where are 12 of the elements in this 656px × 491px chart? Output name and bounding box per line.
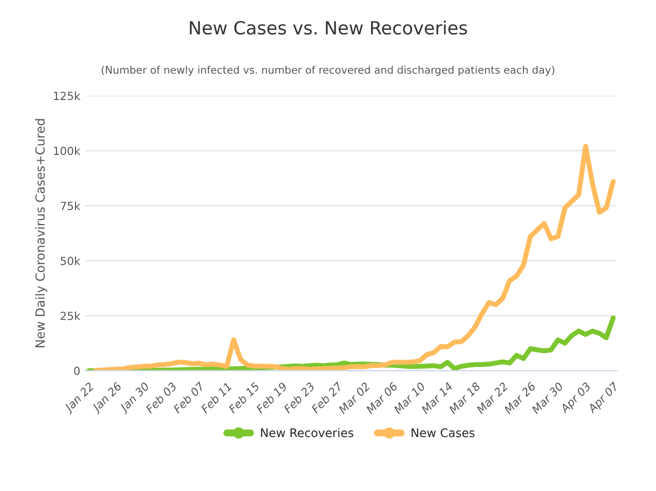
chart-title: New Cases vs. New Recoveries (190, 20, 467, 35)
y-tick-label: 50k (60, 256, 80, 266)
y-tick-label: 25k (60, 311, 80, 320)
chart-subtitle: (Number of newly infected vs. number of recovered and discharged patients each day) (102, 66, 554, 76)
legend-label: New Cases (412, 428, 474, 438)
y-tick-label: 0 (74, 366, 80, 376)
line-series (93, 144, 616, 371)
legend-label: New Recoveries (261, 428, 354, 438)
y-axis-title: New Daily Coronavirus Cases+Cured (35, 119, 48, 348)
y-tick-label: 75k (60, 202, 80, 210)
y-tick-label: 100k (54, 146, 80, 156)
y-tick-label: 125k (54, 92, 80, 100)
